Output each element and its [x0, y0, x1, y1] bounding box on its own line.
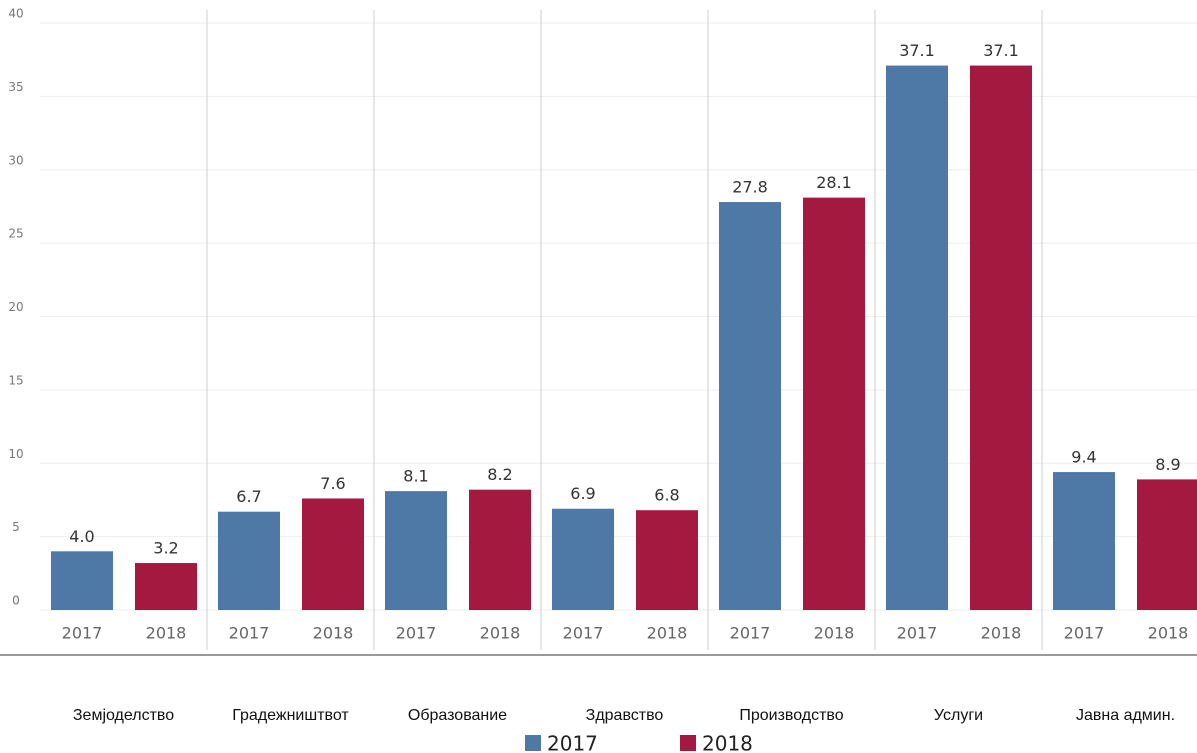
value-label: 6.9 — [570, 484, 595, 503]
y-tick-label: 0 — [12, 594, 20, 608]
legend-swatch — [680, 735, 696, 751]
y-tick-label: 30 — [8, 153, 23, 167]
x-tick-label: 2017 — [396, 624, 437, 643]
category-label: Производство — [739, 707, 844, 724]
x-tick-label: 2018 — [313, 624, 354, 643]
category-label: Услуги — [933, 707, 984, 724]
y-tick-label: 15 — [8, 373, 23, 387]
value-label: 27.8 — [732, 178, 768, 197]
bar — [302, 498, 364, 610]
y-tick-label: 35 — [8, 80, 23, 94]
x-tick-label: 2018 — [480, 624, 521, 643]
legend-label: 2018 — [702, 732, 753, 753]
bar — [970, 65, 1032, 611]
bar — [1137, 479, 1197, 610]
y-tick-label: 40 — [8, 7, 23, 21]
bar — [636, 510, 698, 610]
x-tick-label: 2018 — [647, 624, 688, 643]
x-tick-label: 2017 — [730, 624, 771, 643]
value-label: 8.1 — [403, 467, 428, 486]
value-label: 28.1 — [816, 173, 852, 192]
x-tick-label: 2018 — [981, 624, 1022, 643]
value-label: 8.9 — [1155, 455, 1180, 474]
bar — [719, 202, 781, 610]
category-label: Здравство — [585, 707, 664, 724]
bar — [51, 551, 113, 610]
category-label: Јавна админ. — [1075, 707, 1176, 724]
value-label: 37.1 — [899, 41, 935, 60]
x-tick-label: 2017 — [897, 624, 938, 643]
y-tick-label: 25 — [8, 227, 23, 241]
y-tick-label: 10 — [8, 447, 23, 461]
bar — [886, 65, 948, 611]
value-label: 9.4 — [1071, 448, 1096, 467]
category-label: Градежништвот — [232, 707, 349, 724]
x-tick-label: 2017 — [1064, 624, 1105, 643]
bar — [385, 491, 447, 610]
y-tick-label: 5 — [12, 520, 20, 534]
value-label: 7.6 — [320, 474, 345, 493]
value-label: 4.0 — [69, 527, 94, 546]
bar — [552, 508, 614, 610]
x-tick-label: 2017 — [563, 624, 604, 643]
x-tick-label: 2017 — [62, 624, 103, 643]
bar — [218, 511, 280, 610]
x-tick-label: 2018 — [1148, 624, 1189, 643]
x-tick-label: 2018 — [146, 624, 187, 643]
value-label: 6.8 — [654, 486, 679, 505]
bar — [135, 563, 197, 610]
legend-swatch — [525, 735, 541, 751]
y-tick-label: 20 — [8, 300, 23, 314]
value-label: 37.1 — [983, 41, 1019, 60]
value-label: 8.2 — [487, 465, 512, 484]
legend-label: 2017 — [547, 732, 598, 753]
value-label: 3.2 — [153, 539, 178, 558]
category-label: Земјоделство — [72, 707, 175, 724]
x-tick-label: 2018 — [814, 624, 855, 643]
bar — [1053, 472, 1115, 610]
bar — [803, 197, 865, 610]
bar — [469, 489, 531, 610]
category-label: Образование — [407, 707, 508, 724]
x-tick-label: 2017 — [229, 624, 270, 643]
value-label: 6.7 — [236, 487, 261, 506]
